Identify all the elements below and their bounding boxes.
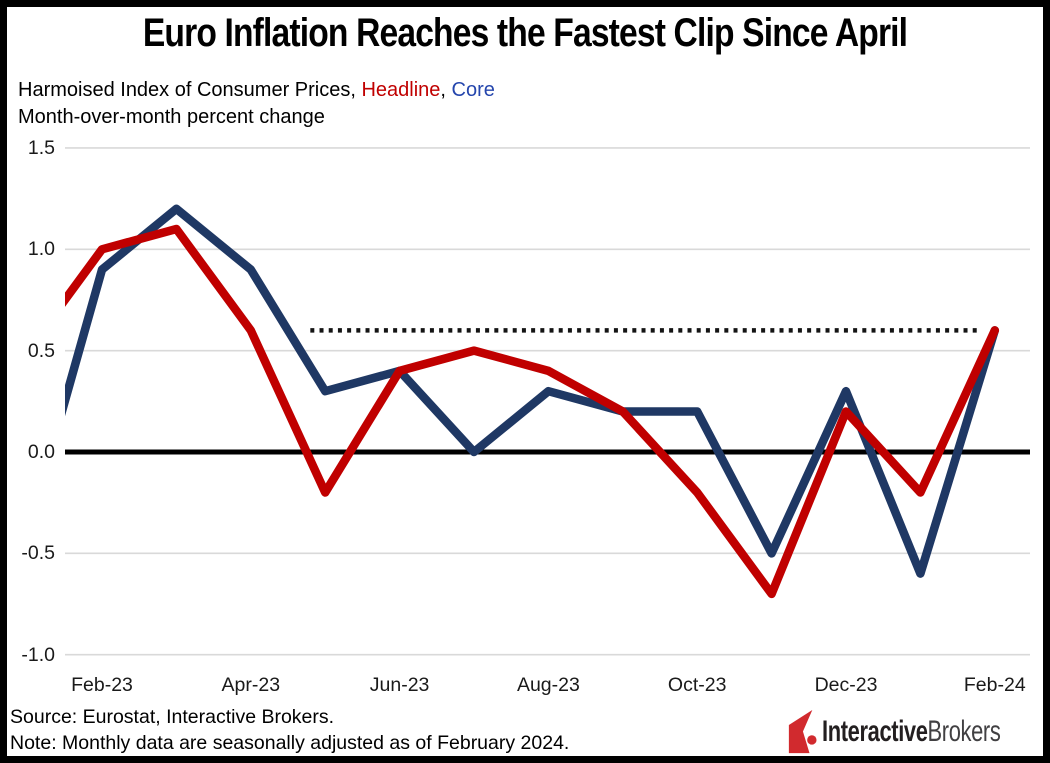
interactive-brokers-logo-icon — [788, 709, 817, 754]
x-axis-tick-label: Apr-23 — [221, 674, 281, 696]
subtitle-separator: , — [440, 79, 452, 101]
x-axis-tick-label: Aug-23 — [516, 674, 580, 696]
logo-text-regular: Brokers — [927, 715, 1001, 748]
chart-subtitle-line2: Month-over-month percent change — [18, 106, 325, 128]
y-axis-tick-label: 1.0 — [27, 238, 55, 261]
y-axis-tick-label: -0.5 — [21, 542, 55, 565]
x-axis-tick-label: Feb-23 — [71, 674, 133, 696]
y-axis-tick-label: 1.5 — [27, 136, 55, 159]
x-axis-tick-label: Jun-23 — [369, 674, 430, 696]
y-axis-tick-label: 0.0 — [27, 441, 55, 463]
x-axis-tick-label: Oct-23 — [667, 674, 727, 696]
core-line — [65, 204, 1000, 578]
methodology-note: Note: Monthly data are seasonally adjust… — [10, 732, 570, 754]
legend-core-label: Core — [451, 79, 495, 101]
chart-title: Euro Inflation Reaches the Fastest Clip … — [142, 11, 908, 55]
subtitle-prefix: Harmoised Index of Consumer Prices, — [18, 79, 362, 101]
chart-subtitle: Harmoised Index of Consumer Prices, Head… — [18, 79, 495, 102]
legend-headline-label: Headline — [361, 79, 441, 101]
x-axis-tick-label: Feb-24 — [963, 674, 1026, 696]
headline-line — [65, 224, 1000, 599]
y-axis-tick-label: -1.0 — [21, 643, 55, 666]
x-axis-tick-label: Dec-23 — [814, 674, 878, 696]
interactive-brokers-logotype: InteractiveBrokers — [822, 709, 1001, 754]
y-axis-tick-label: 0.5 — [27, 339, 55, 362]
logo-text-bold: Interactive — [822, 715, 928, 748]
source-note: Source: Eurostat, Interactive Brokers. — [10, 706, 335, 728]
